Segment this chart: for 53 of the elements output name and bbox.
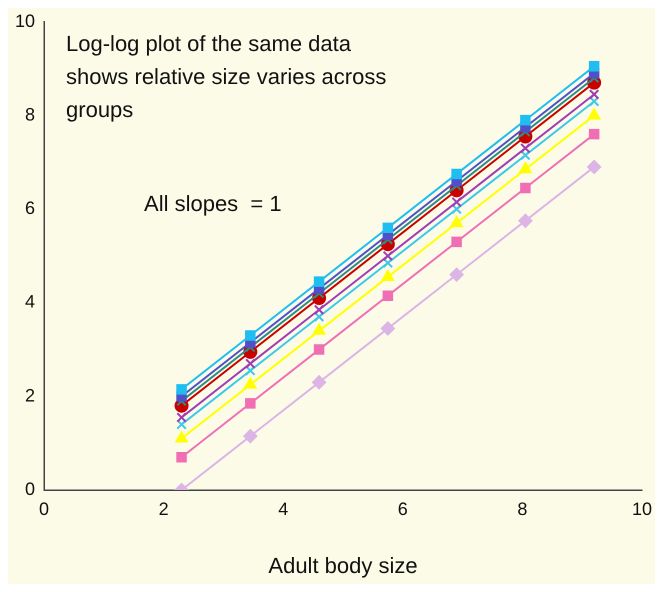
y-tick-label: 2 <box>25 385 36 406</box>
point <box>243 429 258 444</box>
point <box>520 150 531 160</box>
point <box>380 321 395 336</box>
point <box>176 384 187 395</box>
point <box>520 182 531 194</box>
x-tick-label: 4 <box>278 498 288 519</box>
point <box>244 378 257 389</box>
annotation: Log-log plot of the same data shows relative size varies across groups <box>66 30 386 122</box>
point <box>588 96 600 107</box>
x-tick-label: 0 <box>39 498 50 519</box>
point <box>312 324 326 335</box>
point <box>314 312 324 322</box>
point <box>314 344 324 355</box>
point <box>245 398 256 409</box>
point <box>451 204 462 214</box>
x-axis-title: Adult body size <box>268 552 418 578</box>
point <box>245 358 256 369</box>
point <box>451 236 462 248</box>
point <box>451 168 462 180</box>
point <box>520 114 531 126</box>
point <box>587 160 602 174</box>
point <box>588 89 600 100</box>
y-tick-label: 4 <box>25 292 36 312</box>
point <box>382 290 394 301</box>
x-tick-label: 10 <box>632 498 652 519</box>
x-tick-label: 6 <box>398 498 408 519</box>
point <box>451 196 462 208</box>
point <box>175 432 188 442</box>
y-tick-label: 10 <box>14 10 36 31</box>
point <box>588 128 600 140</box>
x-tick-label: 2 <box>158 498 169 519</box>
annotation: All slopes = 1 <box>144 190 282 216</box>
y-tick-label: 8 <box>25 104 36 124</box>
point <box>176 452 187 462</box>
point <box>245 330 256 341</box>
point <box>176 419 187 430</box>
point <box>450 216 463 228</box>
point <box>314 276 324 287</box>
point <box>176 412 187 423</box>
point <box>382 258 394 268</box>
point <box>520 142 531 154</box>
point <box>588 61 600 72</box>
point <box>245 365 256 376</box>
point <box>382 222 394 234</box>
point <box>450 268 464 282</box>
x-tick-label: 8 <box>517 498 528 519</box>
point <box>382 250 394 262</box>
point <box>314 304 324 315</box>
y-tick-label: 0 <box>25 478 36 499</box>
point <box>518 214 532 228</box>
point <box>312 375 326 390</box>
y-tick-label: 6 <box>25 198 36 218</box>
